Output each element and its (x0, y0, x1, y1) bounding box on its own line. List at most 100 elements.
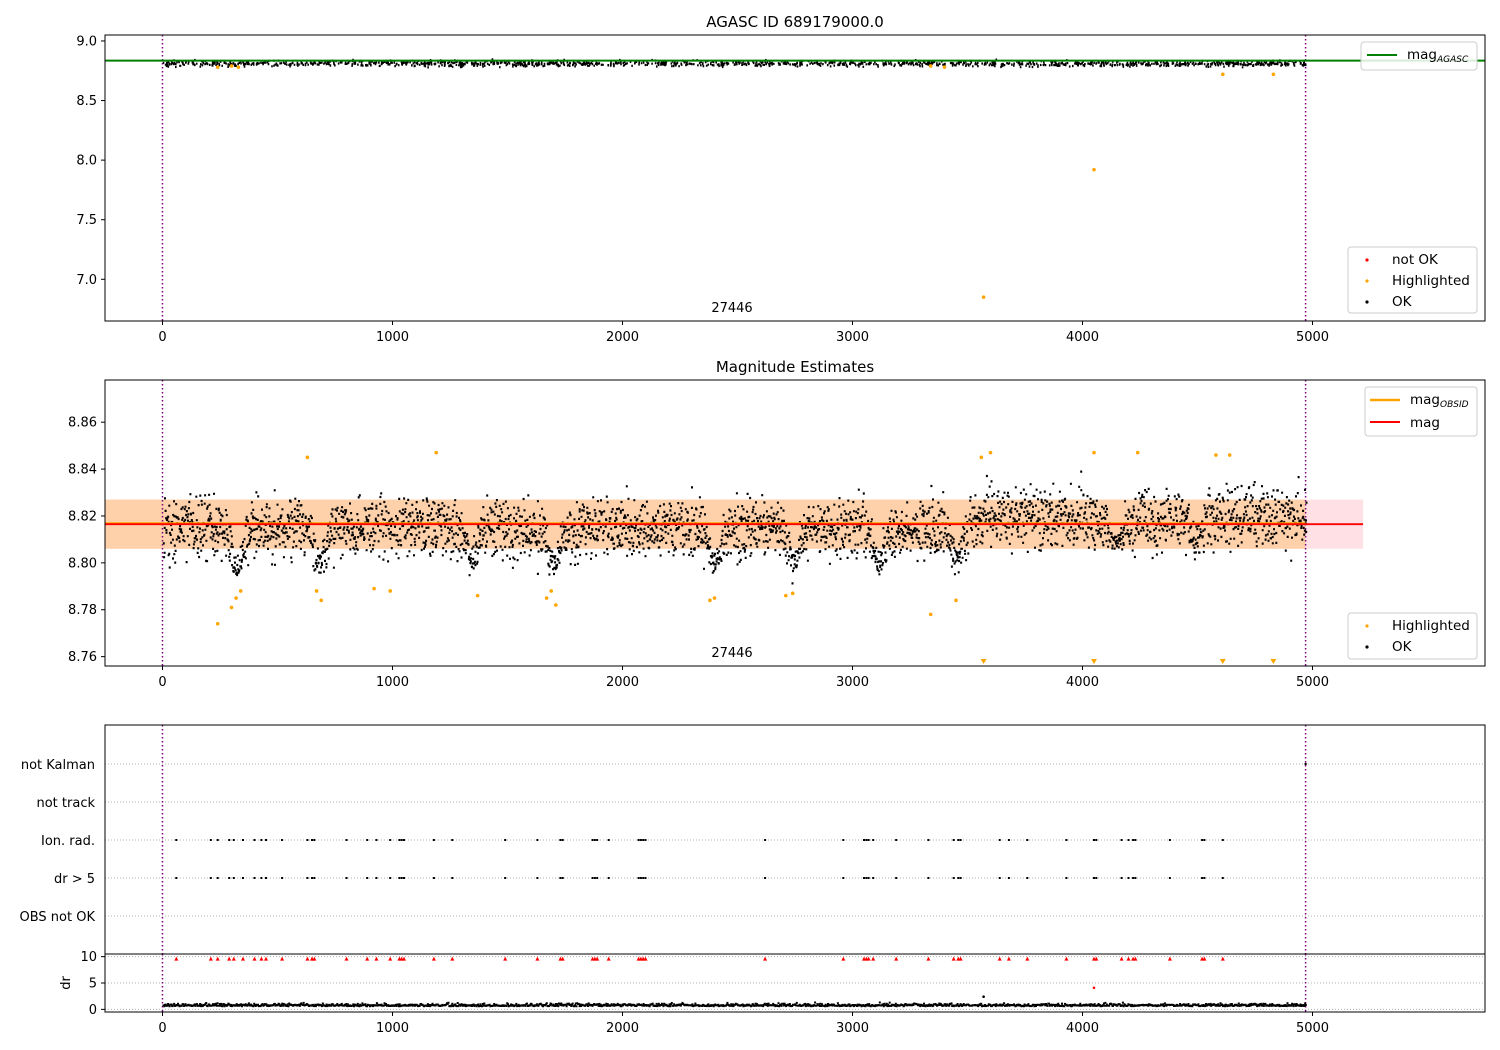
p2-xtick-label-2000: 2000 (606, 675, 639, 690)
panel2-axes: 0 1000 2000 3000 4000 5000 8.76 8.78 8.80 8.82 8.8… (68, 416, 1329, 690)
p1-highlighted-point-6 (1271, 72, 1276, 77)
p4-clipped-marker-46 (1006, 956, 1011, 961)
legend-not-ok: not OK (1392, 252, 1439, 268)
p1-xtick-label-0: 0 (158, 330, 166, 345)
p2-highlighted-point-2 (234, 596, 238, 600)
panel2-legend-lower: Highlighted OK (1347, 612, 1478, 660)
legend2-highlighted: Highlighted (1392, 618, 1470, 634)
p2-xtick-label-1000: 1000 (376, 675, 409, 690)
p2-ytick-label-8.86: 8.86 (68, 416, 97, 431)
p4-xtick-label-3000: 3000 (836, 1021, 869, 1036)
p2-highlighted-point-1 (229, 605, 234, 610)
p4-clipped-marker-33 (643, 956, 648, 961)
panel2-data (105, 380, 1364, 666)
p1-highlighted-point-7 (1092, 167, 1096, 172)
legend2-ok: OK (1392, 639, 1413, 655)
panel1-title: AGASC ID 689179000.0 (706, 13, 884, 31)
p4-clipped-marker-21 (450, 956, 455, 961)
panel2-title: Magnitude Estimates (716, 358, 874, 376)
p4-clipped-marker-20 (431, 956, 436, 961)
p2-clipped-marker-1 (1091, 659, 1097, 664)
p4-extra-point-0 (982, 995, 985, 999)
p4-clipped-marker-52 (1126, 956, 1131, 961)
p3-not-kalman-point-0 (1304, 762, 1307, 766)
p2-highlighted-point-18 (928, 612, 933, 617)
p4-clipped-marker-35 (841, 956, 846, 961)
p1-ytick-label-7.0: 7.0 (76, 273, 97, 288)
p2-xtick-label-5000: 5000 (1296, 675, 1329, 690)
p2-highlighted-point-22 (1092, 450, 1096, 455)
p2-clipped-marker-2 (1219, 659, 1226, 664)
panel2-legend-upper: magOBSID mag (1364, 386, 1478, 437)
panel-magnitude-estimates: Magnitude Estimates 0 1000 2000 3000 4000 500… (68, 358, 1486, 690)
p4-clipped-marker-44 (958, 956, 963, 961)
p4-clipped-marker-50 (1094, 956, 1099, 961)
p4-clipped-marker-40 (894, 956, 899, 961)
p4-dr-points (162, 1001, 1307, 1008)
p4-clipped-marker-55 (1167, 956, 1172, 961)
p2-highlighted-point-0 (215, 622, 220, 626)
p4-clipped-marker-23 (535, 956, 540, 961)
p1-ok-points (162, 58, 1307, 69)
p4-clipped-marker-9 (280, 956, 285, 961)
p2-ytick-label-8.76: 8.76 (68, 650, 97, 665)
p2-xtick-label-4000: 4000 (1066, 675, 1099, 690)
p2-ytick-label-8.82: 8.82 (68, 509, 97, 524)
p2-ytick-label-8.84: 8.84 (68, 463, 97, 478)
p2-highlighted-point-13 (554, 603, 558, 607)
p4-clipped-marker-48 (1064, 956, 1069, 961)
p2-highlighted-point-10 (475, 593, 480, 598)
p4-clipped-marker-25 (560, 956, 565, 961)
p4-clipped-marker-3 (227, 956, 232, 961)
p2-highlighted-point-23 (1135, 450, 1140, 455)
p2-xtick-label-3000: 3000 (836, 675, 869, 690)
p4-clipped-marker-8 (264, 956, 268, 961)
p4-clipped-marker-12 (312, 956, 317, 961)
p1-xtick-label-2000: 2000 (606, 330, 639, 345)
p2-highlighted-point-16 (784, 593, 788, 598)
p2-highlighted-point-9 (434, 450, 439, 455)
p4-clipped-marker-34 (763, 956, 768, 961)
p1-highlighted-point-5 (1221, 72, 1225, 77)
p4-extra-point-1 (1092, 986, 1096, 990)
p4-ytick-label-10: 10 (80, 950, 97, 965)
panel1-axes: 0 1000 2000 3000 4000 5000 7.0 7.5 8.0 8.5 9.0 (76, 34, 1329, 345)
panel-dr: 0 1000 2000 3000 4000 5000 0 5 10 dr (59, 950, 1486, 1036)
p4-clipped-marker-1 (208, 956, 213, 961)
p4-ytick-label-0: 0 (89, 1003, 97, 1018)
p4-xtick-label-5000: 5000 (1296, 1021, 1329, 1036)
p4-clipped-marker-38 (866, 956, 871, 961)
p4-clipped-marker-39 (871, 956, 876, 961)
flag-label-not-kalman: not Kalman (21, 758, 95, 773)
flag-label-obs-not-ok: OBS not OK (20, 910, 96, 925)
p4-clipped-marker-6 (252, 956, 257, 961)
p4-xtick-label-2000: 2000 (606, 1021, 639, 1036)
panel3-labels: not Kalman not track Ion. rad. dr > 5 OB… (20, 758, 96, 925)
p4-xtick-label-4000: 4000 (1066, 1021, 1099, 1036)
p1-ytick-label-9.0: 9.0 (76, 34, 97, 49)
panel1-legend-upper: magAGASC (1360, 41, 1478, 71)
p2-highlighted-point-25 (1227, 453, 1232, 457)
p1-xtick-label-4000: 4000 (1066, 330, 1099, 345)
p4-clipped-marker-28 (595, 956, 600, 961)
panel2-frame (104, 379, 1486, 667)
p2-highlighted-point-6 (319, 598, 324, 603)
p1-highlighted-point-3 (928, 64, 933, 68)
p2-highlighted-point-24 (1214, 453, 1218, 457)
legend-mag-obsid: magOBSID (1410, 392, 1469, 410)
p1-xtick-label-1000: 1000 (376, 330, 409, 345)
p2-xtick-label-0: 0 (158, 675, 166, 690)
p2-clipped-marker-3 (1270, 659, 1277, 664)
p4-clipped-marker-10 (305, 956, 310, 961)
p3-flag-points (175, 839, 1224, 879)
p4-clipped-marker-13 (344, 956, 349, 961)
panel-flags: not Kalman not track Ion. rad. dr > 5 OB… (20, 724, 1486, 955)
p4-clipped-marker-0 (174, 956, 179, 961)
p4-clipped-marker-16 (388, 956, 393, 961)
p1-ytick-label-8.0: 8.0 (76, 154, 97, 169)
p2-highlighted-point-11 (544, 596, 549, 600)
p4-clipped-marker-2 (215, 956, 220, 961)
p4-clipped-marker-51 (1119, 956, 1124, 961)
panel4-ylabel: dr (59, 976, 74, 990)
